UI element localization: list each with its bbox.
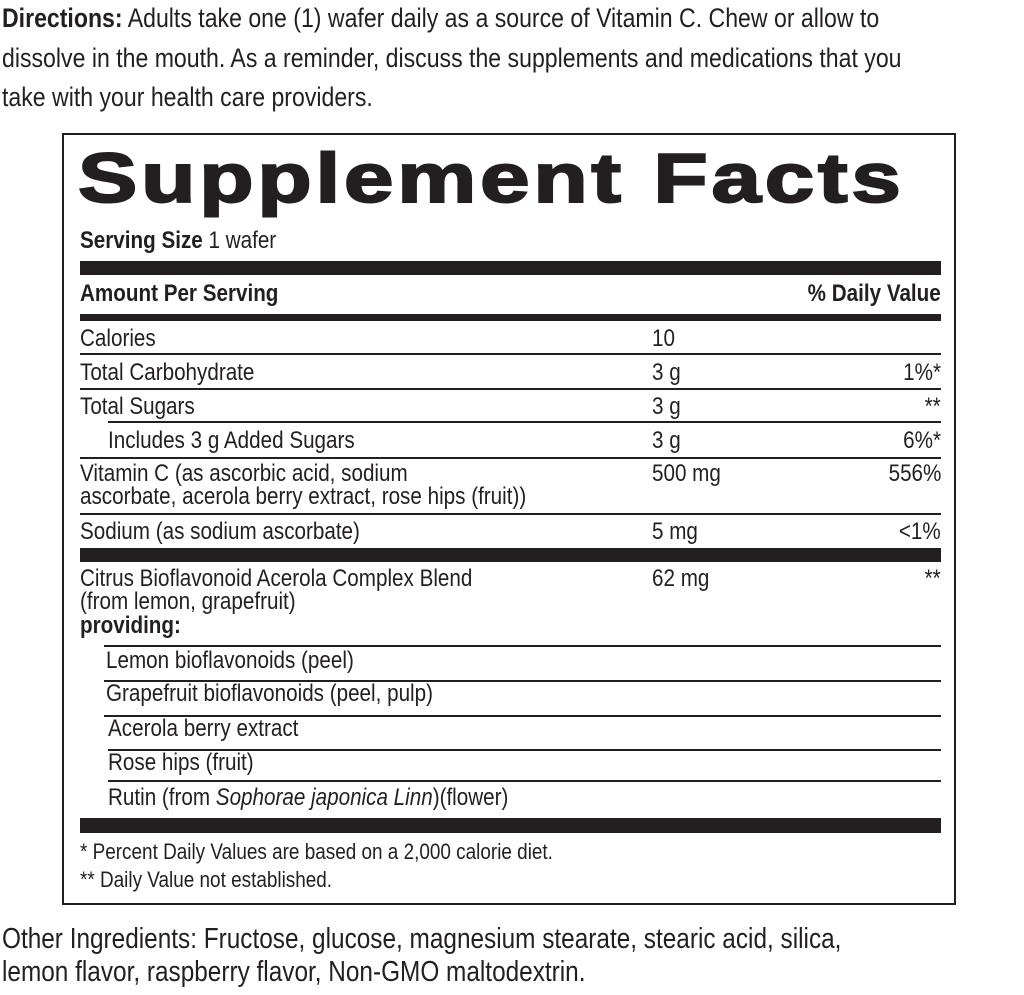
row-divider — [80, 457, 941, 459]
row-amount: 3 g — [652, 359, 681, 386]
row-name-vitamin-c-line-2: ascorbate, acerola berry extract, rose h… — [80, 483, 527, 510]
row-divider — [108, 780, 941, 782]
row-amount: 10 — [652, 325, 675, 352]
header-amount-per-serving: Amount Per Serving — [80, 280, 279, 307]
row-name-vitamin-c-line-1: Vitamin C (as ascorbic acid, sodium — [80, 460, 408, 487]
blend-amount: 62 mg — [652, 565, 710, 592]
row-divider — [80, 388, 941, 390]
medium-divider — [80, 314, 941, 321]
row-dv: 556% — [888, 460, 941, 487]
serving-size: Serving Size 1 wafer — [80, 227, 277, 254]
other-ingredients-line-1: Other Ingredients: Fructose, glucose, ma… — [2, 923, 842, 955]
directions-line-2: dissolve in the mouth. As a reminder, di… — [2, 43, 902, 73]
row-name-total-sugars: Total Sugars — [80, 393, 195, 420]
blend-item-rutin: Rutin (from Sophorae japonica Linn)(flow… — [108, 784, 509, 811]
row-dv: 6%* — [903, 427, 941, 454]
footnote-daily-values: * Percent Daily Values are based on a 2,… — [80, 839, 553, 864]
row-dv: <1% — [899, 518, 941, 545]
row-name-sodium: Sodium (as sodium ascorbate) — [80, 518, 360, 545]
blend-dv: ** — [924, 565, 941, 592]
thick-divider — [80, 261, 941, 275]
blend-item-lemon: Lemon bioflavonoids (peel) — [106, 647, 354, 674]
blend-item-acerola: Acerola berry extract — [108, 715, 299, 742]
footnote-not-established: ** Daily Value not established. — [80, 867, 333, 892]
panel-title: Supplement Facts — [77, 139, 905, 217]
row-divider — [80, 353, 941, 355]
row-divider — [104, 680, 941, 682]
row-amount: 5 mg — [652, 518, 698, 545]
row-name-calories: Calories — [80, 325, 156, 352]
row-dv: ** — [924, 393, 941, 420]
row-divider — [104, 645, 941, 647]
header-daily-value: % Daily Value — [807, 280, 941, 307]
other-ingredients-line-2: lemon flavor, raspberry flavor, Non-GMO … — [2, 956, 586, 988]
row-divider — [104, 715, 941, 717]
directions-line-3: take with your health care providers. — [2, 82, 373, 112]
row-dv: 1%* — [903, 359, 941, 386]
directions-label: Directions: — [2, 3, 123, 33]
directions-line-1: Directions: Adults take one (1) wafer da… — [2, 3, 880, 33]
blend-item-grapefruit: Grapefruit bioflavonoids (peel, pulp) — [106, 680, 433, 707]
blend-item-rose-hips: Rose hips (fruit) — [108, 749, 254, 776]
providing-label: providing: — [80, 612, 181, 639]
thick-divider — [80, 818, 941, 833]
row-divider — [108, 421, 941, 423]
row-name-total-carbohydrate: Total Carbohydrate — [80, 359, 255, 386]
row-amount: 3 g — [652, 393, 681, 420]
supplement-facts-panel — [62, 133, 956, 905]
row-amount: 500 mg — [652, 460, 721, 487]
thick-divider — [80, 548, 941, 562]
blend-name-line-1: Citrus Bioflavonoid Acerola Complex Blen… — [80, 565, 473, 592]
row-name-added-sugars: Includes 3 g Added Sugars — [108, 427, 355, 454]
row-amount: 3 g — [652, 427, 681, 454]
blend-name-line-2: (from lemon, grapefruit) — [80, 588, 296, 615]
row-divider — [80, 513, 941, 515]
row-divider — [108, 749, 941, 751]
